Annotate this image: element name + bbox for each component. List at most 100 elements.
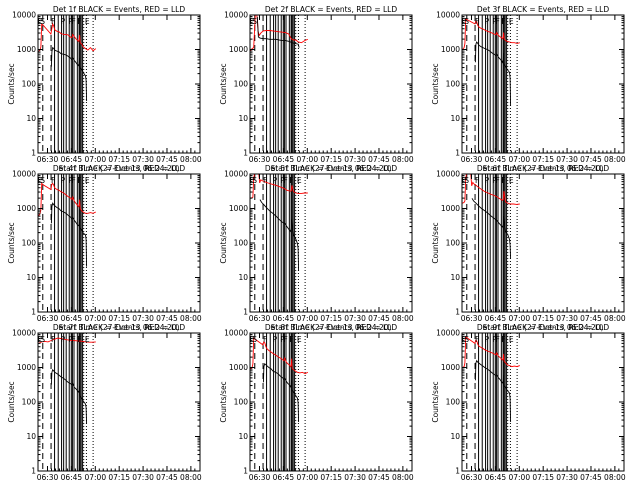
y-tick-label: 10000 xyxy=(436,329,460,338)
y-tick-label: 10000 xyxy=(224,329,248,338)
series-events-line xyxy=(262,363,300,423)
y-tick-label: 1 xyxy=(455,149,460,158)
x-tick-label: 06:30 xyxy=(249,314,271,323)
x-axis-label: Start Time (27-Oct-13 06:24:20) xyxy=(58,323,179,332)
y-tick-label: 1000 xyxy=(229,204,248,213)
y-tick-label: 10 xyxy=(26,432,36,441)
marker-letter: E xyxy=(38,17,43,26)
panel-title: Det 1f BLACK = Events, RED = LLD xyxy=(53,5,186,14)
x-tick-label: 07:15 xyxy=(108,314,130,323)
y-tick-label: 1 xyxy=(243,149,248,158)
marker-letter: F xyxy=(496,335,500,344)
marker-letter: P xyxy=(485,176,490,185)
marker-letter: P xyxy=(280,335,285,344)
y-tick-label: 1 xyxy=(455,467,460,476)
panel-title: Det 8f BLACK = Events, RED = LLD xyxy=(265,323,398,332)
series-lld-line xyxy=(250,15,308,51)
marker-letter: E xyxy=(250,17,255,26)
traces xyxy=(38,22,97,102)
y-tick-label: 100 xyxy=(446,80,461,89)
y-tick-label: 10000 xyxy=(12,329,36,338)
marker-letter: P xyxy=(68,176,73,185)
panel-title: Det 7f BLACK = Events, RED = LLD xyxy=(53,323,186,332)
marker-letter: P xyxy=(68,17,73,26)
x-tick-label: 07:30 xyxy=(344,314,366,323)
x-tick-label: 06:30 xyxy=(249,155,271,164)
y-tick-label: 10 xyxy=(238,273,248,282)
x-tick-label: 06:45 xyxy=(61,473,83,480)
marker-letter: F xyxy=(501,176,505,185)
series-events-line xyxy=(50,202,88,267)
traces xyxy=(250,174,308,272)
series-events-line xyxy=(256,16,300,48)
marker-letter: E xyxy=(509,17,514,26)
marker-letter: E xyxy=(462,176,467,185)
marker-letter: E xyxy=(85,176,90,185)
x-tick-label: 06:45 xyxy=(61,155,83,164)
series-lld-line xyxy=(462,336,520,368)
marker-letter: S xyxy=(464,176,469,185)
y-tick-label: 10 xyxy=(26,114,36,123)
x-axis-label: Start Time (27-Oct-13 06:24:20) xyxy=(58,164,179,173)
x-tick-label: 06:45 xyxy=(61,314,83,323)
y-tick-label: 1000 xyxy=(229,45,248,54)
x-tick-label: 07:15 xyxy=(320,155,342,164)
traces xyxy=(250,337,308,423)
x-tick-label: 06:30 xyxy=(461,314,483,323)
marker-letter: P xyxy=(492,176,497,185)
x-tick-label: 07:00 xyxy=(296,314,318,323)
series-events-line xyxy=(50,368,88,424)
panel-title: Det 3f BLACK = Events, RED = LLD xyxy=(477,5,610,14)
marker-letter: P xyxy=(61,17,66,26)
panel-title: Det 4f BLACK = Events, RED = LLD xyxy=(53,164,186,173)
x-tick-label: 08:00 xyxy=(604,155,626,164)
x-tick-label: 07:00 xyxy=(84,473,106,480)
plot-frame xyxy=(249,14,413,154)
series-lld-line xyxy=(38,337,96,344)
x-tick-label: 07:15 xyxy=(108,155,130,164)
y-tick-label: 1000 xyxy=(17,363,36,372)
marker-letter: F xyxy=(501,17,505,26)
x-tick-label: 07:00 xyxy=(84,314,106,323)
series-events-line xyxy=(471,198,512,259)
y-tick-label: 10000 xyxy=(436,170,460,179)
x-tick-label: 07:45 xyxy=(368,473,390,480)
x-tick-label: 07:45 xyxy=(580,155,602,164)
marker-letter: S xyxy=(252,17,257,26)
marker-letter: P xyxy=(485,335,490,344)
marker-letter: E xyxy=(250,176,255,185)
marker-letter: F xyxy=(475,17,479,26)
y-tick-label: 100 xyxy=(234,239,249,248)
y-tick-label: 10 xyxy=(238,432,248,441)
marker-letter: F xyxy=(289,176,293,185)
traces xyxy=(462,174,520,259)
marker-letter: F xyxy=(496,17,500,26)
y-tick-label: 100 xyxy=(446,239,461,248)
series-lld-line xyxy=(462,18,520,50)
y-tick-label: 100 xyxy=(22,80,37,89)
y-tick-label: 1000 xyxy=(229,363,248,372)
x-tick-label: 06:45 xyxy=(485,314,507,323)
marker-letter: E xyxy=(462,17,467,26)
y-axis-label: Counts/sec xyxy=(219,222,228,263)
x-tick-label: 08:00 xyxy=(392,473,414,480)
marker-letter: P xyxy=(273,335,278,344)
plot-frame xyxy=(249,173,413,313)
y-tick-label: 1 xyxy=(455,308,460,317)
marker-letter: F xyxy=(475,176,479,185)
plot-frame xyxy=(249,332,413,472)
marker-letter: E xyxy=(297,335,302,344)
plot-frame xyxy=(461,14,625,154)
x-tick-label: 07:15 xyxy=(532,155,554,164)
series-events-line xyxy=(259,199,300,272)
series-events-line xyxy=(50,46,88,102)
marker-letter: P xyxy=(485,17,490,26)
x-axis-label: Start Time (27-Oct-13 06:24:20) xyxy=(482,164,603,173)
x-tick-label: 07:45 xyxy=(156,473,178,480)
